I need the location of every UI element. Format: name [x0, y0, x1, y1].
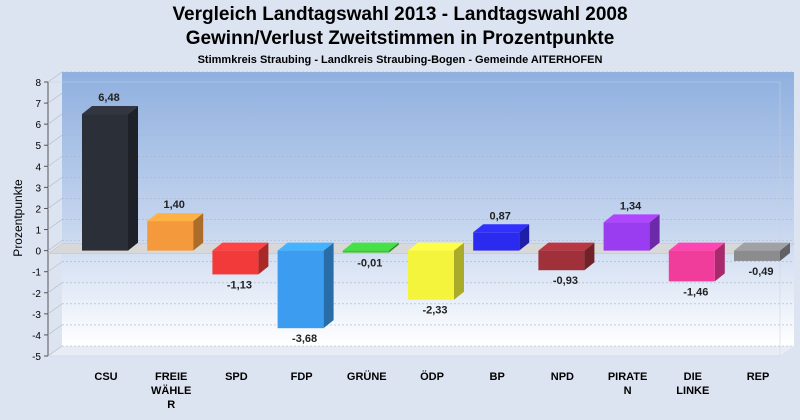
bar — [538, 250, 585, 271]
bar — [473, 232, 520, 251]
y-tick-label: 2 — [35, 204, 41, 215]
bar — [603, 222, 650, 251]
x-tick-label: FREIE — [155, 371, 187, 383]
grid-diagonal — [47, 198, 63, 209]
data-label: -0,93 — [553, 275, 578, 287]
bar-top — [408, 242, 464, 251]
bar-top — [82, 106, 138, 115]
bar-side — [454, 242, 464, 300]
bar-side — [193, 213, 204, 251]
x-tick-label: NPD — [551, 371, 574, 383]
bar-side — [714, 242, 725, 282]
bar-top — [342, 242, 399, 251]
bar-top — [212, 242, 269, 251]
grid-diagonal — [47, 324, 63, 336]
data-label: -0,49 — [748, 266, 773, 278]
x-tick-label: ÖDP — [420, 370, 444, 383]
grid-diagonal — [47, 113, 63, 125]
bar-side — [780, 242, 790, 261]
grid-diagonal — [47, 345, 63, 357]
bar — [82, 114, 128, 251]
bar-top — [277, 242, 334, 251]
bar-side — [323, 242, 334, 329]
bar — [147, 221, 194, 251]
bar-side — [128, 106, 138, 251]
data-label: -1,13 — [227, 279, 252, 291]
chart-caption: Stimmkreis Straubing - Landkreis Straubi… — [197, 54, 603, 66]
grid-diagonal — [47, 261, 63, 272]
y-tick-label: 1 — [35, 226, 41, 237]
y-tick-label: 7 — [35, 99, 41, 110]
data-label: -3,68 — [292, 333, 317, 345]
grid-diagonal — [47, 156, 63, 167]
y-tick-label: 3 — [35, 183, 41, 194]
bar-side — [584, 242, 595, 271]
bar-side — [258, 242, 269, 275]
grid-diagonal — [47, 303, 63, 315]
y-tick-label: -3 — [32, 310, 41, 321]
y-tick-label: -5 — [32, 352, 41, 363]
chart-subtitle: Gewinn/Verlust Zweitstimmen in Prozentpu… — [185, 28, 615, 49]
bar — [734, 250, 780, 261]
x-tick-label: PIRATE — [608, 371, 648, 383]
x-tick-label: GRÜNE — [347, 370, 387, 383]
grid-diagonal — [47, 219, 63, 230]
y-tick-label: -2 — [32, 289, 41, 300]
data-label: -2,33 — [422, 305, 447, 317]
x-tick-label: CSU — [94, 371, 117, 383]
plot-floor — [48, 346, 794, 356]
bar — [342, 250, 389, 253]
chart-title: Vergleich Landtagswahl 2013 - Landtagswa… — [172, 4, 628, 25]
x-tick-label: SPD — [225, 371, 248, 383]
grid-diagonal — [47, 177, 63, 188]
bar-side — [519, 224, 530, 251]
bar — [668, 250, 715, 282]
data-label: -1,46 — [683, 286, 708, 298]
y-axis-label: Prozentpunkte — [11, 179, 25, 257]
x-tick-label: N — [624, 385, 632, 397]
data-label: 0,87 — [489, 210, 510, 222]
data-label: -0,01 — [357, 258, 382, 270]
x-tick-label: BP — [490, 371, 505, 383]
bar — [408, 250, 454, 300]
x-tick-label: FDP — [291, 371, 313, 383]
y-tick-label: 0 — [35, 247, 41, 258]
x-tick-label: R — [167, 399, 175, 411]
data-label: 1,40 — [163, 199, 184, 211]
x-tick-label: DIE — [684, 371, 702, 383]
y-tick-label: 8 — [35, 78, 41, 89]
bar-top — [147, 213, 204, 222]
x-tick-label: LINKE — [676, 385, 709, 397]
y-tick-label: 6 — [35, 120, 41, 131]
bar-side — [388, 242, 399, 253]
x-tick-label: WÄHLE — [151, 384, 191, 397]
bar-top — [538, 242, 595, 251]
x-tick-label: REP — [747, 371, 770, 383]
bar-top — [473, 224, 530, 233]
bar-top — [668, 242, 725, 251]
grid-diagonal — [47, 282, 63, 294]
grid-diagonal — [47, 92, 63, 104]
y-tick-label: 5 — [35, 141, 41, 152]
grid-diagonal — [47, 240, 63, 251]
y-tick-label: 4 — [35, 162, 41, 173]
grid-diagonal — [47, 134, 63, 146]
bar-top — [603, 214, 660, 223]
bar-side — [649, 214, 660, 251]
bar — [212, 250, 259, 275]
data-label: 6,48 — [98, 92, 119, 104]
bar-top — [734, 242, 790, 251]
plot-background — [62, 72, 794, 346]
bar — [277, 250, 324, 329]
grid-diagonal — [47, 71, 63, 83]
y-tick-label: -4 — [32, 331, 41, 342]
y-tick-label: -1 — [32, 268, 41, 279]
data-label: 1,34 — [620, 200, 642, 212]
